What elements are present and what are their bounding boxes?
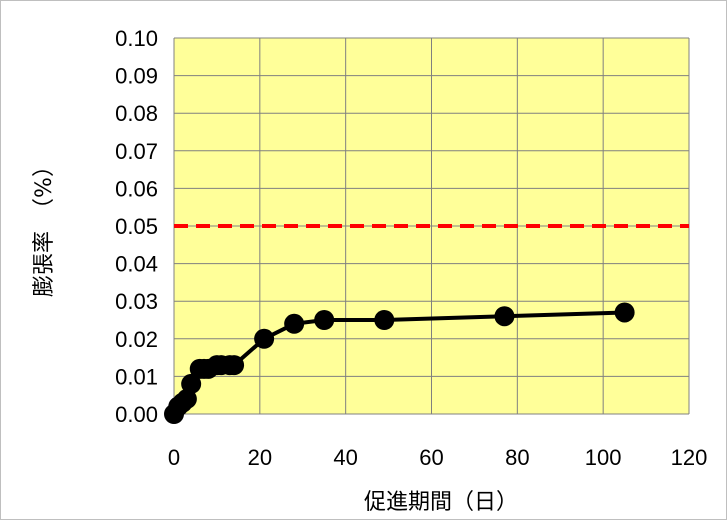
- y-tick-label: 0.05: [115, 214, 158, 239]
- y-tick-label: 0.00: [115, 402, 158, 427]
- y-tick-label: 0.03: [115, 289, 158, 314]
- data-point: [224, 355, 245, 376]
- x-tick-label: 100: [585, 445, 622, 470]
- x-tick-label: 0: [168, 445, 180, 470]
- x-tick-label: 40: [333, 445, 357, 470]
- x-tick-labels: 0 20 40 60 80 100 120: [168, 445, 707, 470]
- data-point: [284, 313, 305, 334]
- x-tick-label: 80: [505, 445, 529, 470]
- data-point: [314, 310, 335, 330]
- data-point: [181, 373, 202, 394]
- data-point: [374, 310, 395, 330]
- y-tick-label: 0.07: [115, 139, 158, 164]
- x-axis-title: 促進期間（日）: [364, 490, 518, 515]
- y-tick-label: 0.10: [115, 26, 158, 51]
- data-point: [614, 302, 635, 323]
- data-point: [494, 306, 515, 327]
- data-point: [176, 388, 197, 409]
- y-tick-label: 0.04: [115, 252, 158, 277]
- data-point: [254, 328, 275, 349]
- x-tick-label: 20: [248, 445, 272, 470]
- y-axis-title: 膨張率 （%）: [32, 155, 57, 297]
- y-tick-label: 0.02: [115, 327, 158, 352]
- y-tick-labels: 0.00 0.01 0.02 0.03 0.04 0.05 0.06 0.07 0.08 0.09…: [115, 26, 158, 427]
- y-tick-label: 0.01: [115, 364, 158, 389]
- x-tick-label: 120: [671, 445, 708, 470]
- data-points: [164, 302, 635, 424]
- y-tick-label: 0.06: [115, 176, 158, 201]
- x-tick-label: 60: [419, 445, 443, 470]
- y-tick-label: 0.09: [115, 64, 158, 89]
- y-tick-label: 0.08: [115, 101, 158, 126]
